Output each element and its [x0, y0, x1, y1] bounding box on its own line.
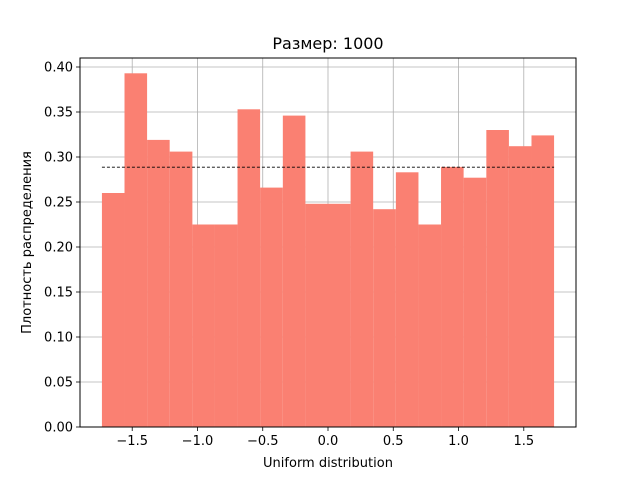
- histogram-bar: [192, 224, 215, 427]
- x-tick-label: 0.0: [318, 434, 339, 449]
- histogram-bar: [169, 151, 193, 427]
- histogram-bar: [124, 73, 148, 428]
- histogram-bar: [395, 172, 419, 427]
- x-tick-label: −1.5: [116, 434, 148, 449]
- histogram-bar: [531, 135, 555, 427]
- histogram-bar: [282, 115, 306, 427]
- histogram-bar: [101, 193, 125, 427]
- y-axis-label: Плотность распределения: [20, 151, 35, 334]
- x-tick-label: −1.0: [182, 434, 214, 449]
- histogram-bar: [418, 224, 442, 427]
- histogram-bar: [486, 130, 509, 427]
- x-tick-label: −0.5: [247, 434, 279, 449]
- histogram-bar: [147, 139, 170, 427]
- histogram-bar: [328, 203, 351, 427]
- x-tick-label: 1.5: [513, 434, 534, 449]
- x-axis-ticks: −1.5 −1.0 −0.5 0.0 0.5 1.0 1.5: [116, 427, 534, 449]
- histogram-bar: [463, 177, 487, 427]
- y-tick-label: 0.35: [44, 106, 73, 121]
- histogram-bar: [373, 209, 396, 427]
- x-tick-label: 0.5: [383, 434, 404, 449]
- histogram-bar: [441, 166, 464, 427]
- y-tick-label: 0.25: [44, 196, 73, 211]
- y-tick-label: 0.00: [44, 421, 73, 436]
- histogram-bar: [237, 109, 261, 428]
- histogram-bar: [508, 146, 532, 427]
- bars: [101, 73, 555, 428]
- histogram-bar: [305, 203, 328, 427]
- y-tick-label: 0.40: [44, 61, 73, 76]
- histogram-bar: [260, 187, 283, 427]
- histogram-bar: [350, 151, 374, 427]
- y-tick-label: 0.15: [44, 286, 73, 301]
- histogram-bar: [214, 224, 238, 427]
- chart-title: Размер: 1000: [272, 34, 383, 53]
- x-tick-label: 1.0: [448, 434, 469, 449]
- y-tick-label: 0.05: [44, 376, 73, 391]
- y-tick-label: 0.30: [44, 151, 73, 166]
- y-tick-label: 0.20: [44, 241, 73, 256]
- y-tick-label: 0.10: [44, 331, 73, 346]
- y-axis-ticks: 0.00 0.05 0.10 0.15 0.20 0.25 0.30 0.35 0.40: [44, 61, 80, 436]
- x-axis-label: Uniform distribution: [263, 456, 393, 471]
